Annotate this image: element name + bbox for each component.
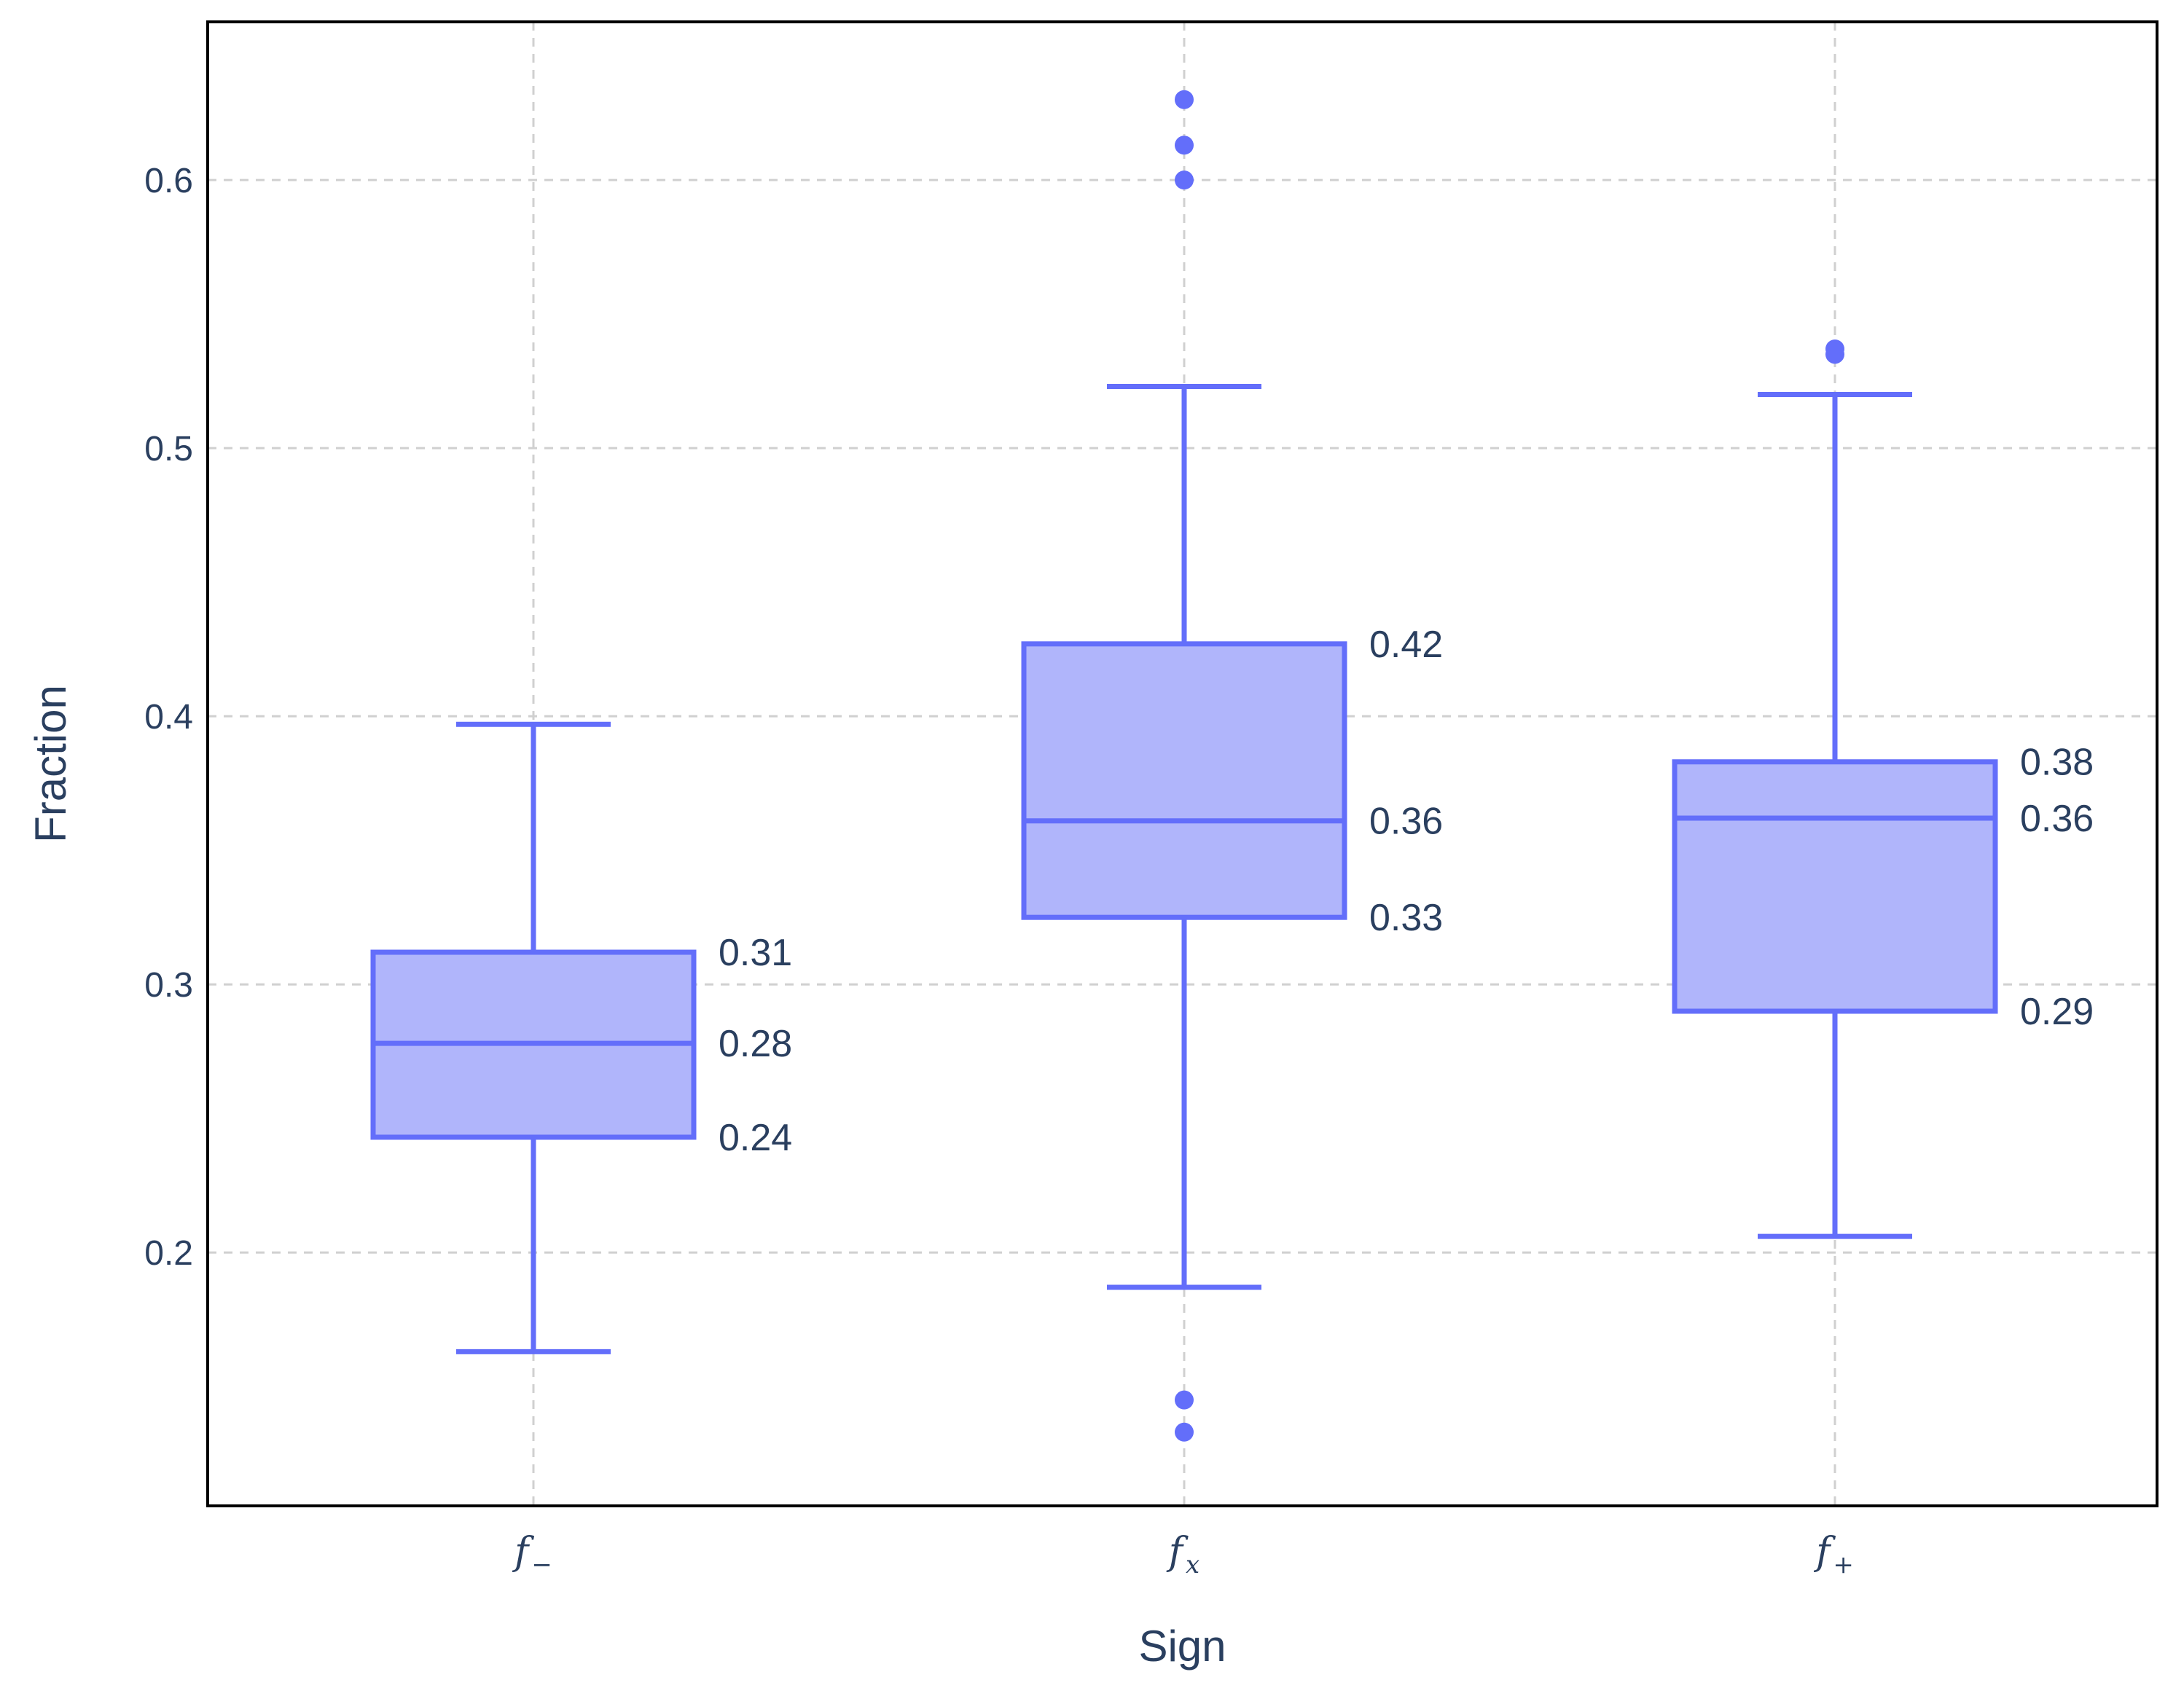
x-axis-title: Sign — [1138, 1622, 1226, 1671]
median-label: 0.28 — [719, 1023, 792, 1065]
boxes-layer: 0.31 0.28 0.24 0.42 0.36 0.33 0.38 0.36 0.29 — [370, 90, 2094, 1442]
iqr-box — [1672, 759, 1998, 1014]
y-tick-label: 0.4 — [144, 698, 193, 737]
outlier-point — [1175, 1422, 1194, 1442]
outlier-point — [1825, 339, 1844, 358]
outlier-point — [1175, 170, 1194, 190]
q1-label: 0.29 — [2020, 991, 2094, 1033]
outlier-point — [1175, 136, 1194, 155]
q3-label: 0.42 — [1369, 624, 1443, 666]
x-tick-label: f + — [1813, 1530, 1854, 1579]
outlier-point — [1175, 90, 1194, 109]
outlier-point — [1175, 1390, 1194, 1410]
y-tick-labels: 0.2 0.3 0.4 0.5 0.6 — [144, 162, 193, 1273]
x-tick-label: f − — [512, 1530, 552, 1579]
y-tick-label: 0.3 — [144, 966, 193, 1005]
q1-label: 0.33 — [1369, 897, 1443, 939]
plot-frame — [206, 20, 2158, 1507]
q1-label: 0.24 — [719, 1117, 792, 1159]
box-series-2: 0.42 0.36 0.33 — [1021, 90, 1443, 1442]
iqr-box — [1021, 641, 1347, 920]
y-axis-title: Fraction — [26, 685, 75, 843]
x-tick-labels: f − f x f + — [512, 1530, 1854, 1579]
y-tick-label: 0.6 — [144, 162, 193, 200]
median-label: 0.36 — [1369, 801, 1443, 843]
q3-label: 0.31 — [719, 932, 792, 974]
y-tick-label: 0.2 — [144, 1234, 193, 1273]
box-series-3: 0.38 0.36 0.29 — [1672, 339, 2094, 1239]
median-label: 0.36 — [2020, 798, 2094, 840]
box-series-1: 0.31 0.28 0.24 — [370, 721, 792, 1354]
y-tick-label: 0.5 — [144, 430, 193, 468]
q3-label: 0.38 — [2020, 742, 2094, 784]
